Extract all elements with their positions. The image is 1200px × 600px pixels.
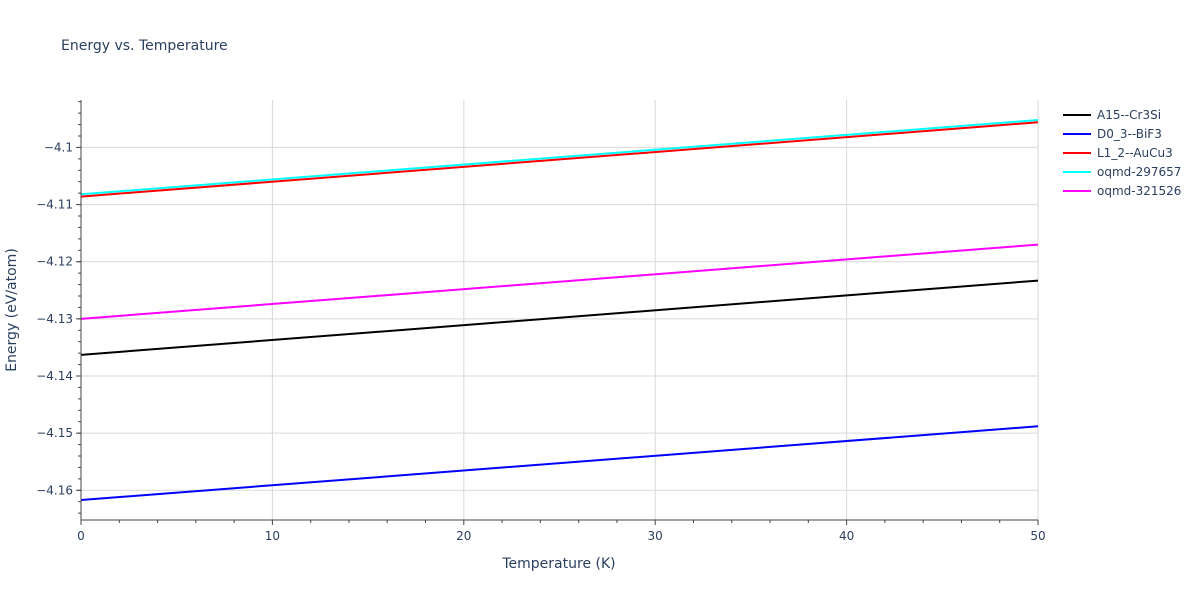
grid — [81, 100, 1039, 520]
x-tick-label: 20 — [456, 529, 471, 543]
legend-label: oqmd-321526 — [1097, 184, 1181, 198]
legend-item[interactable]: oqmd-297657 — [1063, 165, 1181, 179]
y-tick-label: −4.15 — [36, 426, 73, 440]
chart-title: Energy vs. Temperature — [61, 38, 228, 54]
legend-item[interactable]: L1_2--AuCu3 — [1063, 146, 1173, 160]
legend-label: D0_3--BiF3 — [1097, 127, 1162, 141]
y-tick-label: −4.14 — [36, 369, 73, 383]
series-line-oqmd-297657[interactable] — [80, 119, 1039, 196]
x-tick-label: 50 — [1030, 529, 1045, 543]
series-line-l1-2-aucu3[interactable] — [80, 121, 1039, 198]
x-tick-label: 30 — [648, 529, 663, 543]
y-tick-label: −4.13 — [36, 312, 73, 326]
y-tick-label: −4.1 — [44, 140, 73, 154]
legend-label: A15--Cr3Si — [1097, 108, 1161, 122]
axes: 0 10 20 30 40 50 −4.16 −4.15 −4.14 −4.13 −4.12 −4.1… — [36, 100, 1046, 543]
y-tick-label: −4.12 — [36, 255, 73, 269]
series-line-a15-cr3si[interactable] — [80, 279, 1039, 356]
y-axis-title: Energy (eV/atom) — [4, 248, 20, 372]
series-line-oqmd-321526[interactable] — [80, 243, 1039, 320]
y-tick-label: −4.16 — [36, 483, 73, 497]
legend-label: oqmd-297657 — [1097, 165, 1181, 179]
legend-label: L1_2--AuCu3 — [1097, 146, 1173, 160]
x-tick-label: 0 — [77, 529, 85, 543]
legend[interactable]: A15--Cr3Si D0_3--BiF3 L1_2--AuCu3 oqmd-2976… — [1063, 108, 1181, 198]
x-axis-title: Temperature (K) — [501, 556, 615, 572]
plot-area — [80, 119, 1039, 501]
legend-item[interactable]: A15--Cr3Si — [1063, 108, 1161, 122]
legend-item[interactable]: oqmd-321526 — [1063, 184, 1181, 198]
y-tick-label: −4.11 — [36, 198, 73, 212]
legend-item[interactable]: D0_3--BiF3 — [1063, 127, 1162, 141]
x-tick-label: 10 — [265, 529, 280, 543]
series-line-d0-3-bif3[interactable] — [80, 425, 1039, 501]
x-tick-label: 40 — [839, 529, 854, 543]
